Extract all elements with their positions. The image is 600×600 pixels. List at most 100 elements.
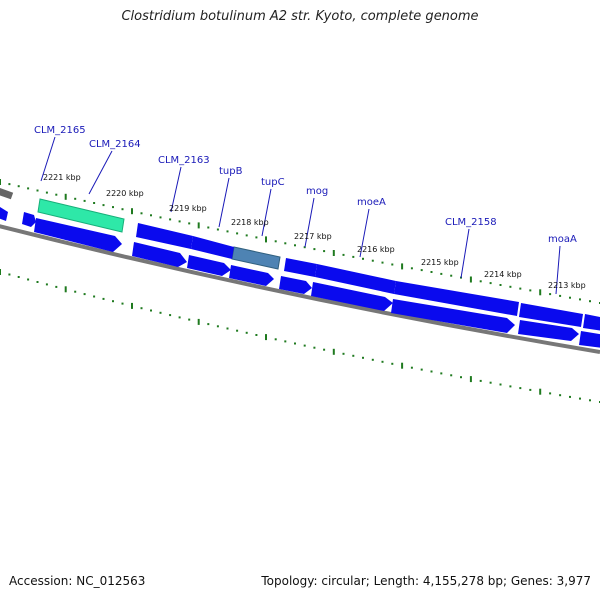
gene-feature-lower-8[interactable] <box>391 299 515 333</box>
lower-ring-minor-tick <box>549 392 552 395</box>
lower-ring-minor-tick <box>440 372 443 375</box>
lower-ring-minor-tick <box>391 362 394 365</box>
lower-ring-minor-tick <box>93 295 96 298</box>
upper-ring-minor-tick <box>519 287 522 290</box>
lower-ring-major-tick <box>0 269 1 275</box>
lower-ring-major-tick <box>332 348 335 355</box>
upper-ring-minor-tick <box>440 272 443 275</box>
lower-ring-minor-tick <box>342 352 345 355</box>
lower-ring-major-tick <box>64 286 67 293</box>
kbp-label-2221: 2221 kbp <box>43 173 81 182</box>
lower-ring-minor-tick <box>245 331 248 334</box>
upper-ring-minor-tick <box>323 250 326 253</box>
gene-feature-lower-4[interactable] <box>187 255 231 276</box>
accession-label: Accession: NC_012563 <box>9 574 146 588</box>
upper-ring-minor-tick <box>140 212 143 215</box>
lower-ring-minor-tick <box>589 399 591 402</box>
leader-CLM_2163 <box>170 166 182 213</box>
lower-ring-minor-tick <box>569 395 571 398</box>
upper-ring-minor-tick <box>589 300 591 303</box>
gene-feature-tupC-highlight[interactable] <box>231 246 281 270</box>
lower-ring-minor-tick <box>274 338 277 341</box>
upper-ring-minor-tick <box>569 296 571 299</box>
upper-ring-minor-tick <box>178 220 181 223</box>
leader-tupB <box>218 177 230 228</box>
gene-feature-upper-5[interactable] <box>315 264 396 294</box>
lower-ring-minor-tick <box>479 379 482 382</box>
lower-tick-ring <box>0 269 600 403</box>
leader-CLM_2158 <box>460 228 470 279</box>
gene-feature-lower-7[interactable] <box>311 282 393 311</box>
upper-ring-minor-tick <box>579 298 581 301</box>
upper-ring-minor-tick <box>169 218 172 221</box>
lower-ring-minor-tick <box>294 342 296 345</box>
gene-feature-upper-8[interactable] <box>583 314 600 331</box>
upper-ring-minor-tick <box>207 226 210 229</box>
upper-ring-minor-tick <box>479 280 482 283</box>
upper-ring-minor-tick <box>391 263 394 266</box>
upper-ring-minor-tick <box>255 236 258 239</box>
gene-feature-upper-3[interactable] <box>191 236 234 259</box>
upper-ring-major-tick <box>265 236 267 243</box>
upper-ring-minor-tick <box>489 282 492 285</box>
kbp-label-2213: 2213 kbp <box>548 281 586 290</box>
gene-feature-lower-10[interactable] <box>579 331 600 348</box>
lower-ring-minor-tick <box>140 307 143 310</box>
genome-summary-label: Topology: circular; Length: 4,155,278 bp… <box>261 574 591 588</box>
upper-ring-minor-tick <box>216 228 219 231</box>
gene-feature-lower-6[interactable] <box>279 276 312 294</box>
gene-feature-upper-2[interactable] <box>136 223 193 249</box>
upper-ring-minor-tick <box>509 285 512 288</box>
upper-ring-major-tick <box>469 276 472 283</box>
upper-ring-minor-tick <box>294 244 296 247</box>
gene-feature-lower-5[interactable] <box>229 265 274 286</box>
upper-ring-minor-tick <box>45 191 48 194</box>
upper-ring-minor-tick <box>313 248 316 251</box>
gene-feature-lower-3[interactable] <box>132 242 187 267</box>
upper-ring-major-tick <box>64 193 67 200</box>
gene-feature-CLM_2164-highlight[interactable] <box>37 198 125 233</box>
gene-feature-upper-4[interactable] <box>284 258 317 277</box>
lower-ring-major-tick <box>197 318 200 325</box>
upper-ring-major-tick <box>539 289 542 296</box>
lower-ring-minor-tick <box>559 394 562 397</box>
upper-ring-minor-tick <box>381 261 384 264</box>
upper-ring-minor-tick <box>8 183 11 186</box>
gene-label-mog: mog <box>306 186 328 197</box>
upper-ring-minor-tick <box>342 253 345 256</box>
backbone-line <box>0 224 600 354</box>
lower-ring-minor-tick <box>188 318 191 321</box>
lower-ring-major-tick <box>265 334 267 341</box>
lower-ring-major-tick <box>539 388 542 395</box>
lower-ring-minor-tick <box>45 283 48 286</box>
gene-feature-lower-2[interactable] <box>34 218 122 252</box>
upper-ring-minor-tick <box>352 255 355 258</box>
lower-ring-minor-tick <box>178 316 181 319</box>
lower-ring-minor-tick <box>255 334 258 336</box>
upper-ring-major-tick <box>0 179 1 185</box>
upper-ring-minor-tick <box>549 293 552 296</box>
lower-ring-major-tick <box>131 302 133 309</box>
gene-feature-upper-1[interactable] <box>0 207 8 221</box>
lower-ring-minor-tick <box>381 360 384 363</box>
lower-ring-minor-tick <box>284 340 287 343</box>
upper-ring-minor-tick <box>226 230 229 233</box>
lower-ring-minor-tick <box>303 344 306 347</box>
upper-ring-major-tick <box>197 222 200 229</box>
lower-ring-minor-tick <box>489 381 492 384</box>
lower-ring-minor-tick <box>509 385 512 388</box>
gene-feature-lower-9[interactable] <box>518 320 579 341</box>
lower-ring-minor-tick <box>352 354 355 357</box>
upper-ring-minor-tick <box>27 187 30 190</box>
lower-ring-minor-tick <box>410 366 413 369</box>
lower-ring-minor-tick <box>121 302 124 305</box>
lower-ring-minor-tick <box>430 370 433 373</box>
gene-feature-upper-6[interactable] <box>394 281 519 316</box>
gene-feature-lower-1[interactable] <box>22 212 36 227</box>
lower-ring-minor-tick <box>579 397 581 400</box>
kbp-label-2215: 2215 kbp <box>421 258 459 267</box>
gene-feature-upper-7[interactable] <box>519 303 583 327</box>
upper-ring-minor-tick <box>420 269 423 272</box>
upper-ring-minor-tick <box>159 216 162 219</box>
